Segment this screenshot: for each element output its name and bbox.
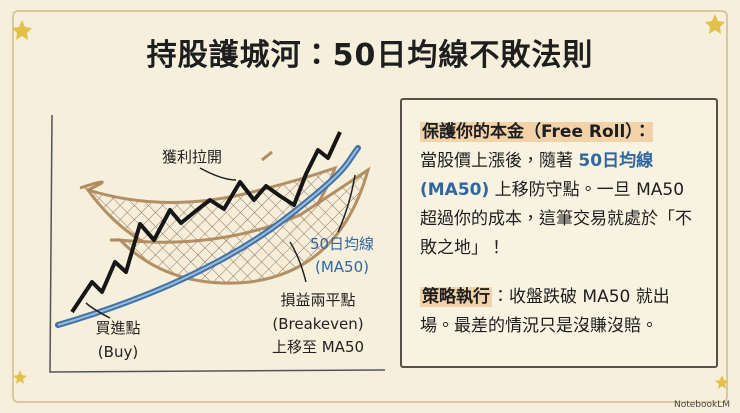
ma50-highlight	[57, 147, 359, 326]
buy-label: (Buy)	[98, 343, 138, 361]
price-line	[70, 131, 342, 314]
watermark: NotebookLM	[673, 400, 730, 410]
info-panel: 保護你的本金（Free Roll）： 當股價上漲後，隨著 50日均線 (MA50)…	[400, 98, 718, 368]
buy-label: 買進點	[95, 319, 140, 337]
decoration	[12, 14, 729, 389]
paragraph: 保護你的本金（Free Roll）： 當股價上漲後，隨著 50日均線 (MA50)…	[420, 118, 702, 263]
heading: 保護你的本金（Free Roll）：	[420, 122, 653, 142]
breakeven-label: (Breakeven)	[272, 315, 363, 333]
text: 當股價上漲後，隨著	[420, 151, 579, 171]
ma-label: (MA50)	[315, 258, 369, 276]
paragraph: 策略執行 ：收盤跌破 MA50 就出場。最差的情況只是沒賺沒賠。	[420, 283, 702, 341]
profit-label: 獲利拉開	[162, 148, 222, 166]
arrow	[85, 167, 356, 319]
text: ：收盤跌破 MA50 就出場。最差的情況只是沒賺沒賠。	[420, 287, 670, 336]
breakeven-label: 損益兩平點	[280, 291, 355, 309]
text: 上移防守點。一旦 MA50 超過你的成本，這筆交易就處於「不敗之地」！	[420, 180, 692, 258]
highlight: 50日均線 (MA50)	[420, 151, 654, 200]
heading: 策略執行	[420, 287, 492, 307]
title: 持股護城河：50日均線不敗法則	[146, 38, 594, 73]
breakeven-label: 上移至 MA50	[272, 338, 364, 356]
frame	[12, 10, 728, 403]
axis	[49, 114, 386, 373]
rope	[79, 150, 273, 242]
ma-label: 50日均線	[310, 235, 374, 253]
